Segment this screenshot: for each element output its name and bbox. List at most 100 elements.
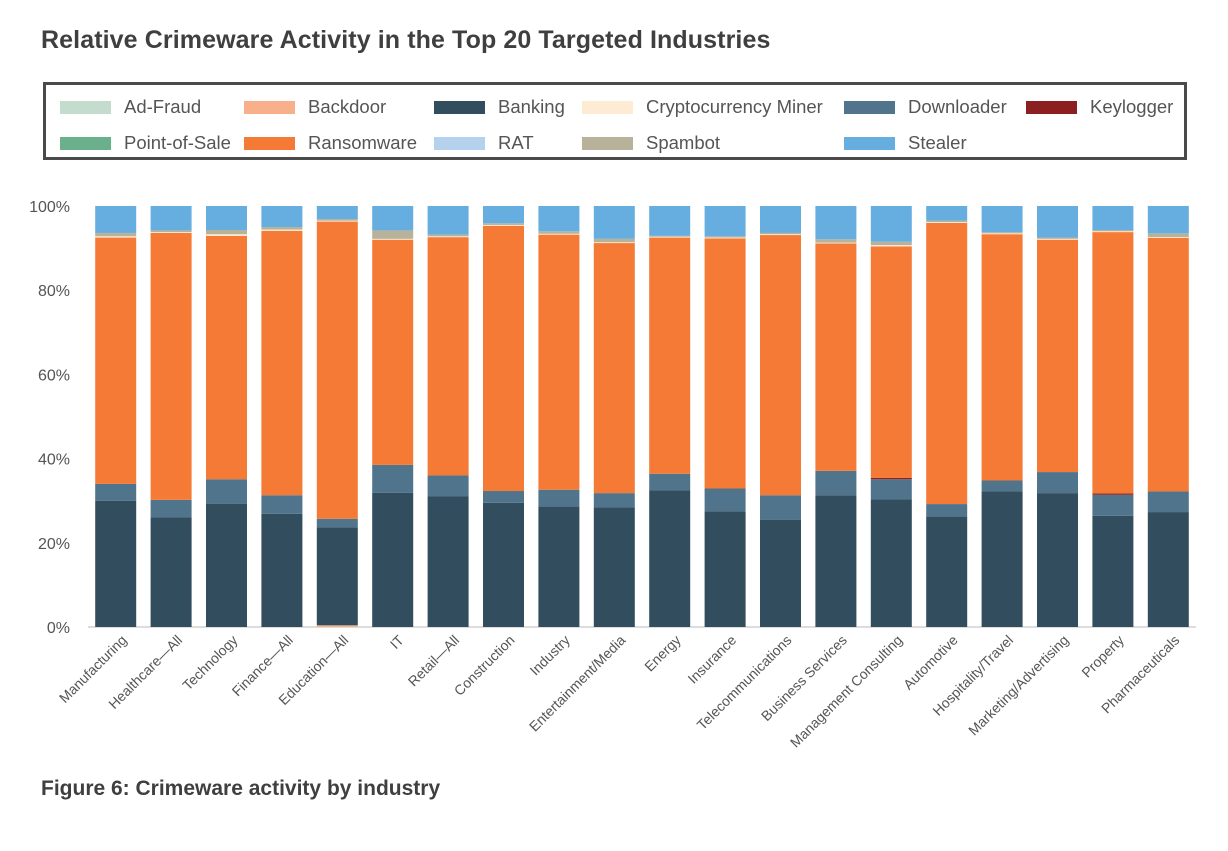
bar-segment-downloader [815, 470, 857, 496]
bar-segment-spambot [1147, 233, 1189, 238]
bar-segment-banking [649, 490, 691, 627]
legend-item-ad-fraud: Ad-Fraud [60, 96, 202, 117]
bar-segment-downloader [704, 488, 746, 512]
bar-segment-cryptocurrency-miner [261, 229, 303, 231]
bar-segment-spambot [95, 232, 137, 237]
bar-segment-cryptocurrency-miner [649, 236, 691, 238]
bar-segment-stealer [538, 206, 580, 232]
legend-label: Stealer [908, 132, 967, 153]
bar-segment-downloader [593, 493, 635, 508]
bar-segment-stealer [1147, 206, 1189, 234]
bar-segment-stealer [206, 206, 247, 230]
bar-segment-spambot [593, 238, 635, 243]
bar-segment-stealer [1037, 206, 1078, 238]
bar-segment-downloader [1037, 472, 1078, 494]
figure-caption: Figure 6: Crimeware activity by industry [41, 777, 441, 800]
legend-item-spambot: Spambot [582, 132, 720, 153]
legend-label: Banking [498, 96, 565, 117]
bar-segment-ransomware [538, 234, 580, 490]
bar-segment-cryptocurrency-miner [1037, 238, 1078, 240]
bar-segment-banking [815, 495, 857, 627]
x-tick-label: Automotive [900, 632, 961, 693]
bar-segment-keylogger [870, 477, 912, 480]
legend-item-point-of-sale: Point-of-Sale [60, 132, 231, 153]
bar-segment-downloader [870, 479, 912, 500]
bar-segment-stealer [316, 206, 358, 220]
bar-segment-spambot [261, 227, 303, 230]
bar-segment-banking [981, 491, 1023, 627]
legend-label: Ransomware [308, 132, 417, 153]
legend-swatch [844, 136, 895, 150]
bar-segment-cryptocurrency-miner [926, 222, 968, 223]
legend-label: RAT [498, 132, 534, 153]
bar-segment-banking [150, 517, 192, 627]
bar-segment-backdoor [316, 625, 358, 627]
bar-segment-downloader [372, 464, 414, 493]
bar-segment-cryptocurrency-miner [95, 236, 137, 238]
legend-label: Cryptocurrency Miner [646, 96, 823, 117]
bar-segment-spambot [206, 230, 247, 235]
bar-segment-ransomware [870, 246, 912, 478]
x-tick-label: Marketing/Advertising [965, 632, 1072, 739]
bar-segment-downloader [95, 483, 137, 501]
bar-segment-banking [870, 499, 912, 627]
bar-segment-ransomware [926, 222, 968, 505]
bar-segment-spambot [704, 236, 746, 238]
bar-segment-ransomware [150, 232, 192, 500]
bar-segment-keylogger [1092, 493, 1134, 495]
bar-segment-ransomware [1037, 239, 1078, 473]
bar-segment-ransomware [593, 243, 635, 494]
y-tick-label: 80% [38, 283, 70, 300]
y-tick-label: 40% [38, 452, 70, 469]
bar-segment-banking [483, 502, 524, 627]
bar-segment-ransomware [483, 225, 524, 492]
bar-segment-spambot [316, 219, 358, 221]
bar-segment-ransomware [206, 235, 247, 480]
bar-segment-banking [316, 527, 358, 626]
bar-segment-downloader [760, 495, 801, 520]
bar-segment-cryptocurrency-miner [1092, 231, 1134, 233]
bar-segment-banking [760, 519, 801, 627]
bar-segment-spambot [760, 232, 801, 235]
bar-segment-stealer [261, 206, 303, 228]
bar-segment-stealer [372, 206, 414, 231]
legend-swatch [582, 136, 633, 150]
legend-label: Point-of-Sale [124, 132, 231, 153]
bar-segment-cryptocurrency-miner [981, 233, 1023, 235]
bar-segment-cryptocurrency-miner [704, 237, 746, 239]
bar-segment-stealer [981, 206, 1023, 233]
bar-segment-spambot [150, 230, 192, 233]
bar-segment-downloader [427, 475, 469, 497]
bar-segment-banking [261, 513, 303, 627]
bar-segment-banking [593, 507, 635, 627]
bar-segment-stealer [95, 206, 137, 233]
x-tick-label: Industry [526, 632, 573, 679]
bar-segment-ransomware [704, 238, 746, 489]
legend-item-keylogger: Keylogger [1026, 96, 1173, 117]
bar-segment-stealer [760, 206, 801, 233]
y-tick-label: 20% [38, 536, 70, 553]
x-tick-label: Property [1078, 632, 1127, 681]
bar-segment-stealer [649, 206, 691, 236]
bar-segment-ransomware [1147, 238, 1189, 492]
x-tick-label: Retail—All [405, 632, 463, 690]
bar-segment-downloader [649, 473, 691, 491]
bar-segment-downloader [316, 518, 358, 528]
bar-segment-downloader [206, 479, 247, 504]
bar-segment-banking [1147, 512, 1189, 627]
legend-swatch [60, 136, 111, 150]
bar-segment-cryptocurrency-miner [1147, 237, 1189, 238]
legend-item-banking: Banking [434, 96, 565, 117]
legend-swatch [434, 136, 485, 150]
legend-swatch [244, 100, 295, 114]
bar-segment-stealer [870, 206, 912, 242]
bar-segment-ransomware [316, 221, 358, 519]
legend-swatch [244, 136, 295, 150]
legend-label: Ad-Fraud [124, 96, 202, 117]
bar-segment-cryptocurrency-miner [870, 245, 912, 247]
legend-item-backdoor: Backdoor [244, 96, 386, 117]
bar-segment-spambot [1092, 230, 1134, 232]
legend-swatch [582, 100, 633, 114]
legend-swatch [1026, 100, 1077, 114]
bar-segment-banking [427, 496, 469, 627]
